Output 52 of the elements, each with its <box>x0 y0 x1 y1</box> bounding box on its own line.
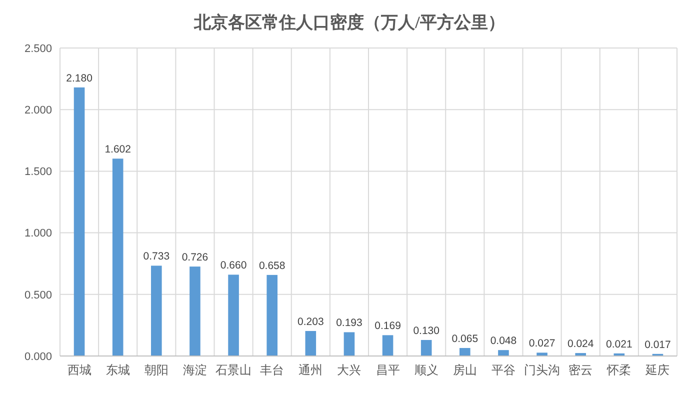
bar <box>74 87 85 356</box>
x-tick-label: 怀柔 <box>606 363 632 377</box>
bar <box>112 158 124 356</box>
data-label: 0.027 <box>528 338 556 350</box>
bar <box>344 332 355 356</box>
bar <box>305 330 316 356</box>
x-tick-label: 海淀 <box>182 363 207 377</box>
bar <box>498 350 509 356</box>
data-label: 0.733 <box>143 250 170 263</box>
data-label: 0.021 <box>606 338 632 350</box>
chart-title: 北京各区常住人口密度（万人/平方公里） <box>193 13 505 32</box>
y-tick-label: 2.000 <box>24 104 52 116</box>
y-tick-label: 0.500 <box>24 289 52 302</box>
bar <box>420 340 432 356</box>
bar <box>266 274 278 356</box>
bar <box>228 274 239 356</box>
x-tick-label: 昌平 <box>376 363 400 377</box>
data-label: 0.658 <box>258 260 286 272</box>
x-tick-label: 平谷 <box>491 363 516 377</box>
x-tick-label: 石景山 <box>216 363 252 377</box>
bar <box>460 348 470 356</box>
bar <box>382 335 394 356</box>
bar <box>190 266 200 356</box>
data-label: 0.193 <box>336 317 363 330</box>
x-tick-label: 密云 <box>568 363 593 377</box>
bar <box>536 352 548 356</box>
y-tick-label: 1.500 <box>24 166 52 178</box>
data-label: 0.726 <box>182 252 208 264</box>
data-label: 0.660 <box>220 260 247 272</box>
x-tick-label: 延庆 <box>644 363 670 377</box>
x-tick-label: 房山 <box>452 363 477 377</box>
data-label: 0.048 <box>490 335 517 348</box>
x-tick-label: 大兴 <box>337 363 362 377</box>
data-label: 0.169 <box>374 320 402 332</box>
y-tick-label: 2.500 <box>24 42 52 55</box>
y-tick-label: 1.000 <box>24 228 52 240</box>
x-tick-label: 通州 <box>298 363 323 377</box>
data-label: 0.203 <box>298 316 324 328</box>
bar <box>151 266 162 356</box>
data-label: 0.017 <box>644 338 672 351</box>
data-label: 2.180 <box>66 72 93 84</box>
data-label: 0.024 <box>567 338 594 350</box>
data-label: 1.602 <box>104 144 132 156</box>
data-label: 0.130 <box>413 324 440 337</box>
x-tick-label: 朝阳 <box>144 363 168 377</box>
y-tick-label: 0.000 <box>24 350 52 363</box>
x-tick-label: 东城 <box>106 363 130 377</box>
x-tick-label: 顺义 <box>414 363 438 377</box>
x-tick-label: 西城 <box>67 363 92 377</box>
data-label: 0.065 <box>452 332 478 345</box>
x-tick-label: 丰台 <box>260 363 284 377</box>
x-tick-label: 门头沟 <box>524 363 560 377</box>
